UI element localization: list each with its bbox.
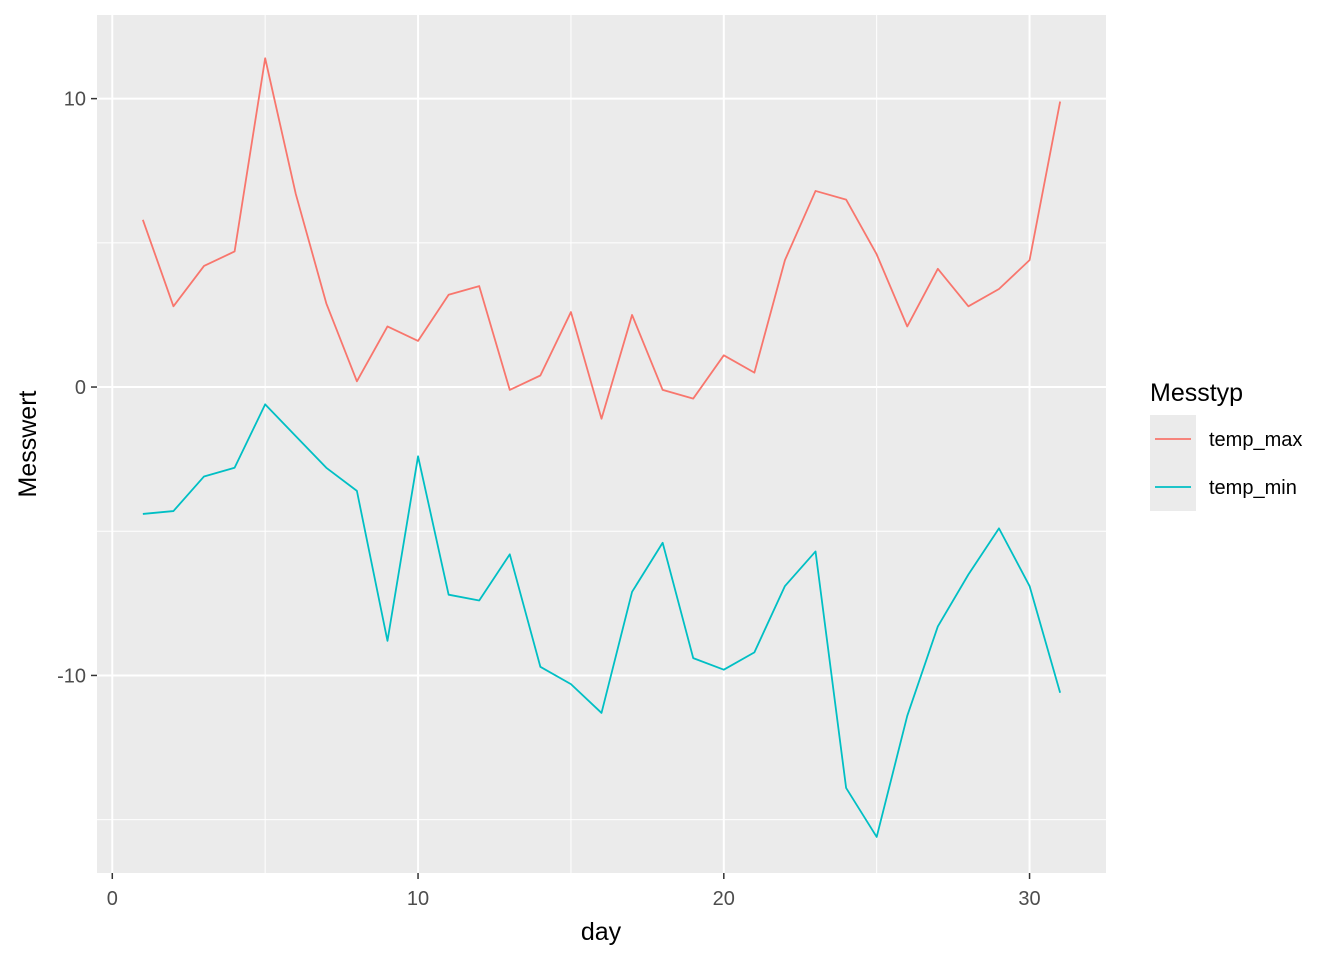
x-tick-label: 20 (713, 888, 735, 910)
y-tick-label: 0 (75, 377, 86, 399)
y-tick-label: -10 (57, 665, 86, 687)
legend-label: temp_max (1209, 429, 1302, 451)
minor-gridlines (97, 15, 1106, 873)
series-layer (142, 57, 1062, 838)
x-axis: 0 10 20 30 (107, 873, 1041, 910)
legend: Messtyp temp_max temp_min (1150, 379, 1302, 511)
y-axis-title: Messwert (14, 390, 42, 497)
y-tick-label: 10 (64, 89, 86, 111)
x-tick-label: 30 (1018, 888, 1040, 910)
x-tick-label: 0 (107, 888, 118, 910)
legend-label: temp_min (1209, 477, 1297, 499)
y-axis: -10 0 10 (57, 89, 97, 687)
legend-items: temp_max temp_min (1150, 415, 1302, 511)
x-axis-title: day (581, 918, 622, 946)
series-line-temp-max (142, 57, 1062, 420)
series-line-temp-min (142, 403, 1062, 838)
major-gridlines (97, 15, 1106, 873)
x-tick-label: 10 (407, 888, 429, 910)
panel-background (97, 15, 1106, 873)
legend-title: Messtyp (1150, 379, 1243, 407)
